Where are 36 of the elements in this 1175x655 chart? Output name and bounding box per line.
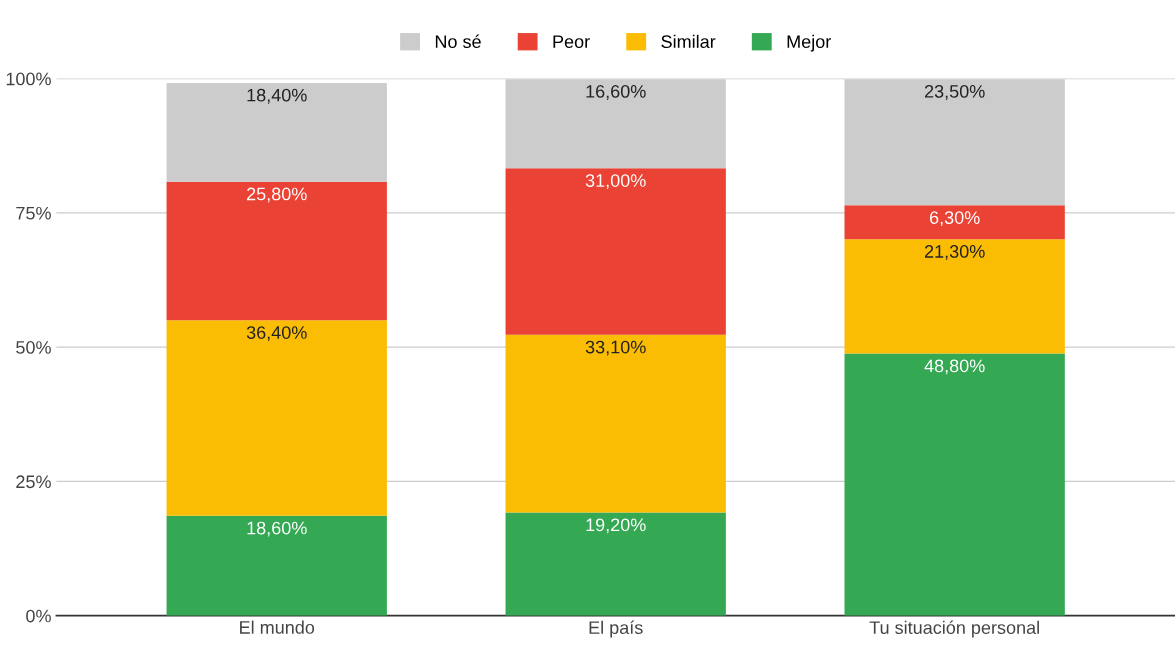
- bar: [166, 320, 387, 516]
- x-tick-label: El país: [589, 620, 643, 638]
- bar: [166, 515, 387, 616]
- data-label: 31,00%: [585, 174, 646, 190]
- bar: [505, 168, 726, 335]
- bar: [505, 334, 726, 513]
- legend-label: No sé: [435, 34, 481, 49]
- bar: [505, 79, 726, 169]
- data-label: 25,80%: [247, 187, 307, 203]
- bar: [166, 181, 387, 321]
- x-tick-label: El mundo: [240, 620, 315, 634]
- bar: [844, 205, 1065, 240]
- legend-label: Similar: [661, 34, 716, 49]
- data-label: 36,40%: [246, 326, 307, 342]
- bar: [844, 353, 1065, 616]
- data-label: 48,80%: [924, 359, 985, 375]
- y-tick-label: 100%: [6, 72, 51, 86]
- data-label: 21,30%: [924, 245, 985, 260]
- bar: [505, 512, 726, 616]
- data-label: 6,30%: [929, 211, 980, 227]
- legend-label: Mejor: [787, 34, 831, 52]
- data-label: 19,20%: [586, 518, 646, 534]
- y-tick-label: 25%: [16, 475, 51, 489]
- x-tick-label: Tu situación personal: [869, 620, 1039, 638]
- y-tick-label: 50%: [16, 341, 51, 354]
- data-label: 23,50%: [924, 84, 985, 100]
- legend-label: Peor: [553, 35, 590, 49]
- bar: [844, 79, 1065, 206]
- data-label: 18,60%: [247, 521, 307, 537]
- data-label: 33,10%: [585, 340, 646, 356]
- y-tick-label: 0%: [26, 609, 51, 623]
- data-label: 18,40%: [247, 88, 307, 104]
- bar: [166, 82, 387, 182]
- y-tick-label: 75%: [16, 206, 51, 220]
- data-label: 16,60%: [586, 84, 646, 100]
- bar: [844, 239, 1065, 354]
